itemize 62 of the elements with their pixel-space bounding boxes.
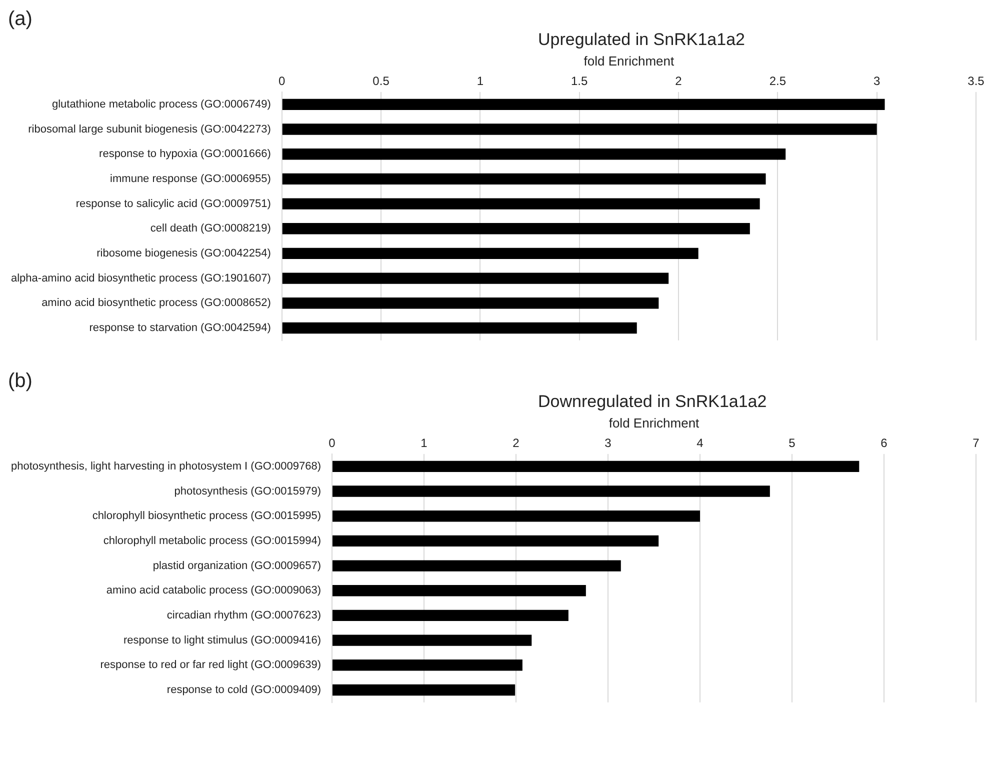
text: (b) bbox=[8, 370, 32, 392]
bar bbox=[282, 148, 786, 160]
bar bbox=[282, 198, 760, 210]
x-tick-label: 0.5 bbox=[372, 74, 390, 88]
y-tick-label: alpha-amino acid biosynthetic process (GO:1901607) bbox=[10, 272, 271, 284]
y-tick-label: photosynthesis, light harvesting in photosystem I (GO:0009768) bbox=[10, 460, 322, 472]
bar bbox=[282, 248, 698, 260]
bar bbox=[332, 486, 770, 497]
y-tick-label: ribosomal large subunit biogenesis (GO:0042273) bbox=[28, 123, 271, 136]
bar bbox=[282, 272, 669, 284]
y-tick-label: chlorophyll biosynthetic process (GO:0015995) bbox=[92, 510, 322, 522]
x-tick-label: 6 bbox=[880, 436, 888, 450]
bar bbox=[332, 510, 700, 522]
bar bbox=[282, 298, 659, 309]
x-tick-label: 0 bbox=[328, 436, 336, 450]
x-axis-title: fold Enrichment bbox=[584, 53, 674, 68]
x-tick-label: 2.5 bbox=[769, 74, 786, 88]
chart-title: Upregulated in SnRK1a1a2 bbox=[538, 30, 745, 50]
y-tick-label: ribosome biogenesis (GO:0042254) bbox=[96, 247, 271, 260]
y-tick-label: amino acid biosynthetic process (GO:0008652) bbox=[42, 297, 271, 310]
bar bbox=[282, 98, 885, 110]
bar bbox=[282, 223, 750, 234]
bar bbox=[282, 322, 637, 334]
y-tick-label: response to red or far red light (GO:0009639) bbox=[100, 659, 322, 672]
y-tick-label: plastid organization (GO:0009657) bbox=[152, 560, 322, 572]
x-tick-label: 7 bbox=[972, 436, 980, 450]
chart-title: Downregulated in SnRK1a1a2 bbox=[538, 392, 767, 412]
x-tick-label: 1 bbox=[476, 74, 484, 88]
y-tick-label: amino acid catabolic process (GO:0009063) bbox=[106, 584, 322, 597]
y-tick-label: cell death (GO:0008219) bbox=[150, 222, 271, 235]
y-tick-label: response to cold (GO:0009409) bbox=[166, 684, 322, 696]
x-tick-label: 3.5 bbox=[968, 74, 985, 88]
y-tick-label: response to light stimulus (GO:0009416) bbox=[124, 634, 322, 646]
text: (a) bbox=[8, 8, 32, 30]
y-tick-label: glutathione metabolic process (GO:0006749) bbox=[52, 98, 271, 110]
x-tick-label: 0 bbox=[278, 74, 286, 88]
x-tick-label: 3 bbox=[873, 74, 880, 88]
bar bbox=[332, 585, 586, 596]
bar bbox=[282, 173, 766, 185]
bar bbox=[332, 535, 659, 547]
bar bbox=[282, 124, 877, 135]
bar bbox=[332, 660, 522, 671]
y-tick-label: immune response (GO:0006955) bbox=[110, 172, 271, 185]
y-tick-label: photosynthesis (GO:0015979) bbox=[174, 485, 322, 498]
bar bbox=[332, 634, 532, 646]
bar bbox=[332, 460, 860, 472]
x-tick-label: 3 bbox=[604, 436, 612, 450]
x-tick-label: 2 bbox=[512, 436, 520, 450]
y-tick-label: response to hypoxia (GO:0001666) bbox=[99, 148, 271, 160]
y-tick-label: chlorophyll metabolic process (GO:0015994) bbox=[103, 534, 322, 547]
x-tick-label: 2 bbox=[675, 74, 682, 88]
y-tick-label: response to salicylic acid (GO:0009751) bbox=[76, 198, 271, 210]
x-tick-label: 5 bbox=[788, 436, 796, 450]
x-tick-label: 4 bbox=[696, 436, 704, 450]
bar bbox=[332, 684, 516, 696]
bar bbox=[332, 560, 621, 572]
x-tick-label: 1 bbox=[420, 436, 428, 450]
x-axis-title: fold Enrichment bbox=[608, 415, 700, 430]
y-tick-label: response to starvation (GO:0042594) bbox=[89, 322, 271, 334]
bar bbox=[332, 610, 568, 622]
y-tick-label: circadian rhythm (GO:0007623) bbox=[166, 609, 322, 622]
x-tick-label: 1.5 bbox=[571, 74, 588, 88]
